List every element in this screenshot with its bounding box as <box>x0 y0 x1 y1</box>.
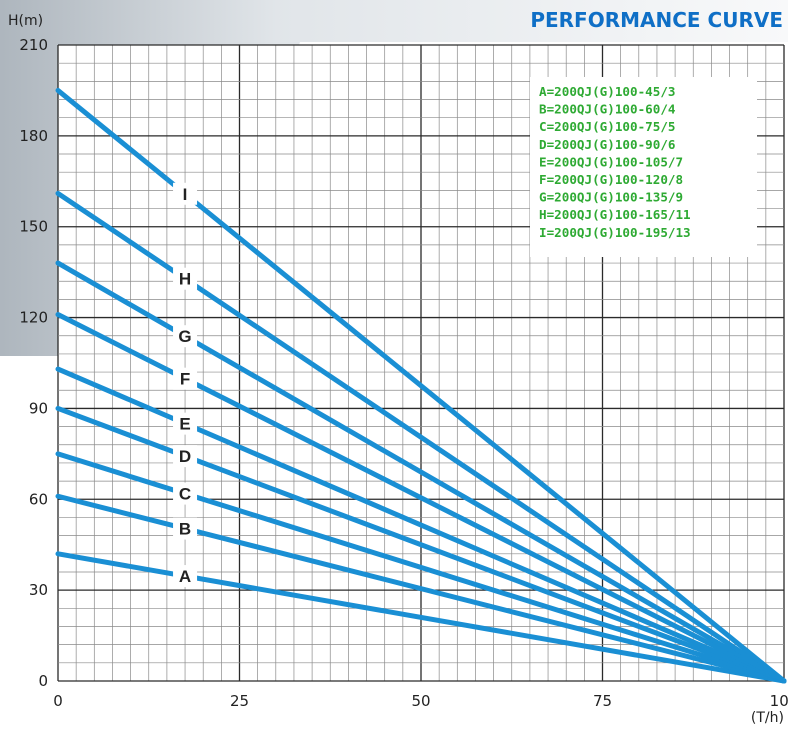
curve-label-bg <box>173 445 198 468</box>
legend: A=200QJ(G)100-45/3 B=200QJ(G)100-60/4 C=20… <box>530 77 757 257</box>
x-tick-label: 100 <box>770 692 788 710</box>
curve-label-e: E <box>179 415 190 434</box>
x-tick-label: 50 <box>411 692 430 710</box>
legend-box <box>530 77 757 257</box>
curve-label-a: A <box>179 567 191 586</box>
curve-label-bg <box>173 267 198 290</box>
x-axis-label: (T/h) <box>751 710 784 726</box>
legend-item: I=200QJ(G)100-195/13 <box>539 225 691 240</box>
tick-labels: 0 25 50 75 100 0 30 60 90 120 150 180 210 <box>19 36 788 710</box>
legend-item: B=200QJ(G)100-60/4 <box>539 102 676 117</box>
y-tick-label: 180 <box>19 127 48 145</box>
curve-label-i: I <box>183 185 188 204</box>
legend-item: E=200QJ(G)100-105/7 <box>539 154 683 169</box>
curve-label-bg <box>173 325 198 348</box>
y-tick-label: 120 <box>19 309 48 327</box>
x-tick-label: 25 <box>230 692 249 710</box>
legend-item: C=200QJ(G)100-75/5 <box>539 119 675 134</box>
curve-label-bg <box>173 182 198 205</box>
y-tick-label: 30 <box>29 581 48 599</box>
chart-title: PERFORMANCE CURVE <box>530 8 783 32</box>
y-tick-label: 90 <box>29 399 48 417</box>
curve-label-bg <box>173 565 198 588</box>
x-tick-label: 0 <box>53 692 63 710</box>
y-axis-label: H(m) <box>8 13 43 29</box>
legend-item: F=200QJ(G)100-120/8 <box>539 172 683 187</box>
legend-item: A=200QJ(G)100-45/3 <box>539 84 675 99</box>
curve-label-b: B <box>179 520 191 539</box>
y-tick-label: 210 <box>19 36 48 54</box>
curve-label-g: G <box>178 327 191 346</box>
y-tick-label: 0 <box>38 672 48 690</box>
curve-label-bg <box>173 517 198 540</box>
curve-label-bg <box>173 412 198 435</box>
curve-label-c: C <box>179 485 191 504</box>
x-tick-label: 75 <box>593 692 612 710</box>
curve-label-d: D <box>179 447 191 466</box>
curve-label-f: F <box>180 370 190 389</box>
legend-item: H=200QJ(G)100-165/11 <box>539 207 691 222</box>
legend-item: D=200QJ(G)100-90/6 <box>539 137 675 152</box>
legend-item: G=200QJ(G)100-135/9 <box>539 190 683 205</box>
y-tick-label: 150 <box>19 218 48 236</box>
curve-label-bg <box>173 367 198 390</box>
curve-label-bg <box>173 482 198 505</box>
curve-label-h: H <box>179 270 191 289</box>
y-tick-label: 60 <box>29 490 48 508</box>
